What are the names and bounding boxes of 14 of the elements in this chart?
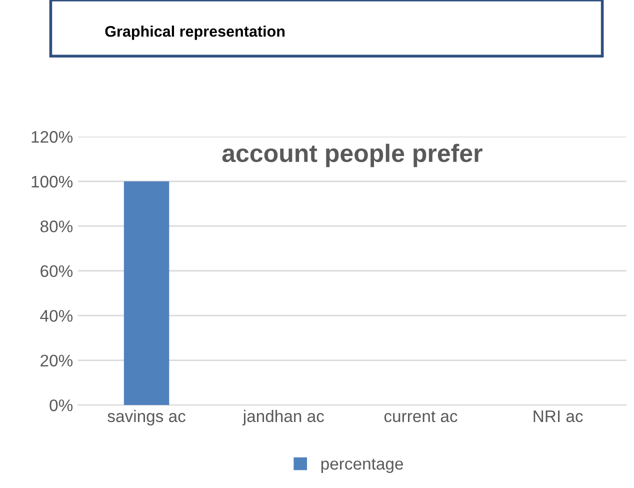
y-tick-label: 100%	[32, 176, 73, 188]
x-tick-label: NRI ac	[534, 410, 583, 422]
x-tick-label: savings ac	[108, 410, 186, 426]
legend-label: percentage	[321, 458, 403, 473]
x-tick-label: current ac	[384, 411, 458, 422]
y-tick-label: 120%	[32, 131, 73, 143]
y-tick-label: 60%	[40, 265, 73, 278]
y-tick-label: 80%	[40, 220, 73, 232]
y-tick-label: 40%	[40, 310, 73, 322]
x-tick-label: jandhan ac	[242, 410, 324, 426]
text: Graphical representation	[105, 26, 285, 40]
y-tick-label: 0%	[50, 399, 73, 412]
y-tick-label: 20%	[40, 354, 73, 367]
chart-title: account people prefer	[222, 144, 482, 168]
